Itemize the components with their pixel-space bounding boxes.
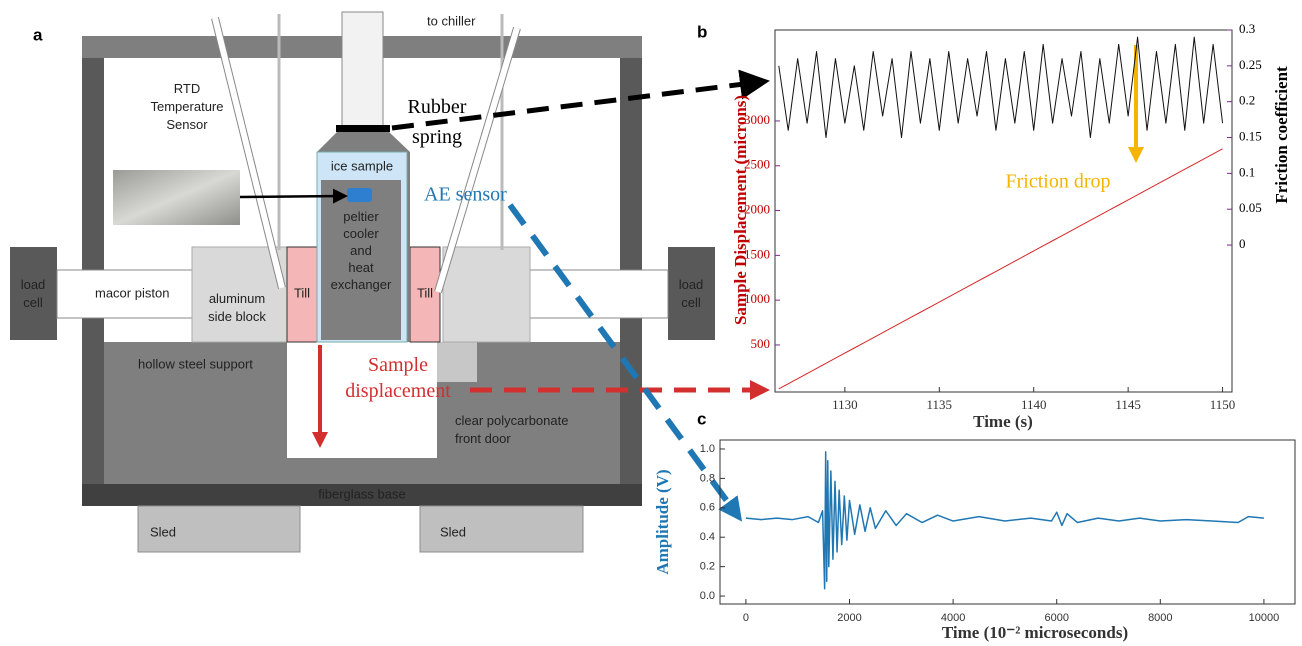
x-tick-label: 1150 <box>1210 397 1236 412</box>
plot-frame <box>774 29 1233 393</box>
y2-tick-label: 0.2 <box>1239 93 1255 108</box>
y-tick-label: 0.2 <box>700 561 715 573</box>
y2-tick-label: 0.15 <box>1239 129 1262 144</box>
y-tick-label: 1.0 <box>700 443 715 455</box>
label: Sled <box>150 524 176 539</box>
y2-tick-label: 0.25 <box>1239 57 1262 72</box>
label: load cell <box>679 277 704 310</box>
y-axis-label: Sample Displacement (microns) <box>731 95 750 325</box>
x-tick-label: 2000 <box>837 612 861 624</box>
panel-label: c <box>697 409 706 428</box>
sled <box>419 505 584 553</box>
base <box>82 484 642 506</box>
y2-axis-label: Friction coefficient <box>1272 66 1291 204</box>
connector-arrow <box>507 203 743 522</box>
y2-tick-label: 0.3 <box>1239 21 1255 36</box>
rubber-spring <box>336 125 390 132</box>
x-tick-label: 0 <box>743 612 749 624</box>
label: RTD Temperature Sensor <box>151 81 224 132</box>
till <box>409 246 441 343</box>
arrow <box>239 188 348 204</box>
label: Till <box>417 285 433 300</box>
y-tick-label: 0.4 <box>700 531 715 543</box>
panel-label: b <box>697 22 707 41</box>
x-tick-label: 1135 <box>927 397 953 412</box>
y2-tick-label: 0.05 <box>1239 200 1262 215</box>
x-tick-label: 6000 <box>1044 612 1068 624</box>
label: aluminum side block <box>208 291 266 324</box>
piston <box>56 269 193 319</box>
y2-tick-label: 0 <box>1239 236 1246 251</box>
label: fiberglass base <box>318 486 405 501</box>
label: clear polycarbonate front door <box>455 413 568 446</box>
label: Till <box>294 285 310 300</box>
label: macor piston <box>95 285 169 300</box>
plot-frame <box>719 439 1296 605</box>
label: Sled <box>440 524 466 539</box>
sled <box>137 505 301 553</box>
y-axis-label: Amplitude (V) <box>653 469 672 574</box>
annotation: Friction drop <box>1006 171 1111 193</box>
piston <box>529 269 669 319</box>
x-axis-label: Time (10⁻² microseconds) <box>942 623 1128 642</box>
y-tick-label: 2500 <box>744 157 770 172</box>
label: hollow steel support <box>138 356 253 371</box>
y-tick-label: 500 <box>751 336 771 351</box>
peltier <box>347 188 372 202</box>
column <box>341 11 384 133</box>
side-block <box>442 246 531 343</box>
y-tick-label: 3000 <box>744 112 770 127</box>
label: load cell <box>21 277 46 310</box>
cooler <box>321 180 401 340</box>
y-tick-label: 2000 <box>744 202 770 217</box>
apparatus-diagram: a to chiller RTD Temperature Sensor Rubber… <box>10 11 715 553</box>
y-tick-label: 0.8 <box>700 472 715 484</box>
panel-label: a <box>33 25 43 44</box>
label: Rubber spring <box>408 96 467 148</box>
y-tick-label: 1000 <box>744 291 770 306</box>
x-axis-label: Time (s) <box>973 412 1033 431</box>
y-tick-label: 0.6 <box>700 502 715 514</box>
connector-arrow <box>391 69 770 131</box>
ice-photo <box>113 170 240 225</box>
label: ice sample <box>331 158 393 173</box>
y-tick-label: 1500 <box>744 246 770 261</box>
side-block <box>191 246 288 343</box>
y-tick-label: 0.0 <box>700 590 715 602</box>
front-door <box>437 342 477 382</box>
data-line <box>745 451 1264 590</box>
load-cell <box>668 247 715 340</box>
x-tick-label: 4000 <box>941 612 965 624</box>
label: Sample displacement <box>345 354 451 402</box>
data-line <box>778 36 1224 139</box>
probe <box>435 27 520 293</box>
x-tick-label: 1130 <box>832 397 858 412</box>
chart: 0 2000 4000 6000 8000 10000 0.0 0.2 0.4 0.6 0.8 1.0… <box>653 409 1296 642</box>
y2-tick-label: 0.1 <box>1239 164 1255 179</box>
label: to chiller <box>427 13 476 28</box>
chart: 1130 1135 1140 1145 1150 500 1000 1500 2000 2500 3… <box>697 21 1291 431</box>
label: AE sensor <box>424 184 507 206</box>
data-line <box>778 148 1223 390</box>
x-tick-label: 1140 <box>1021 397 1047 412</box>
load-cell <box>10 247 57 340</box>
till <box>286 246 318 343</box>
x-tick-label: 8000 <box>1148 612 1172 624</box>
probe <box>212 17 285 289</box>
x-tick-label: 1145 <box>1115 397 1141 412</box>
label: peltier cooler and heat exchanger <box>331 209 392 292</box>
x-tick-label: 10000 <box>1249 612 1280 624</box>
